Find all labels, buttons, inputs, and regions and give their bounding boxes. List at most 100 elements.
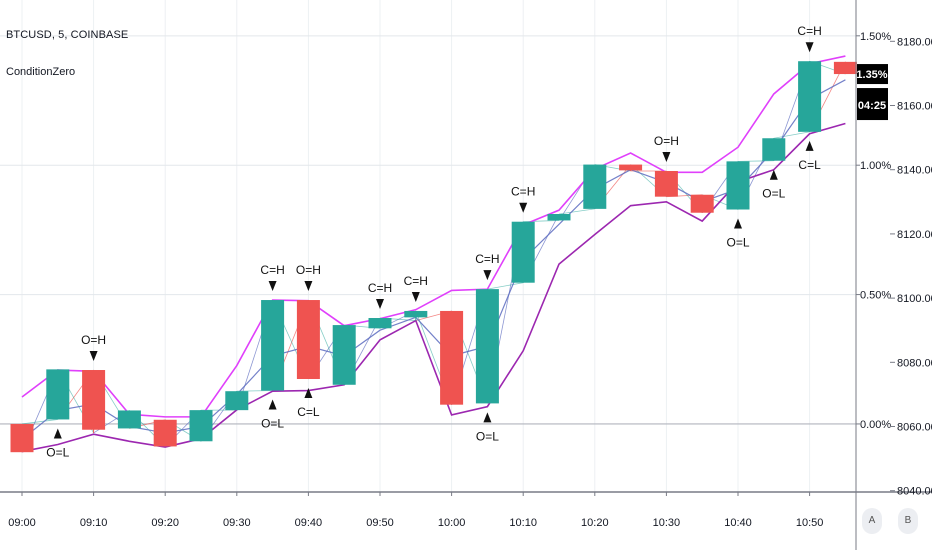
annotation-arrow-up [268,399,277,410]
annotation-label: O=H [654,134,679,148]
candle-down [10,423,34,453]
connector-line [773,131,810,139]
price-tick-label: 8040.00 [897,486,932,498]
annotation-arrow-down [89,351,98,362]
price-tick-label: 8180.00 [897,36,932,48]
annotation-label: C=H [404,274,428,288]
candle-up [261,300,285,391]
x-tick-label: 09:00 [8,517,36,529]
annotation-arrow-up [53,428,62,439]
annotation-arrow-up [304,388,313,399]
candles [10,61,857,453]
annotation-label: O=L [726,236,749,250]
pct-tick-label: 0.00% [860,419,891,431]
candle-up [475,289,499,404]
candle-up [762,138,786,161]
last-value-label: 1.35% [856,69,887,81]
candle-up [726,161,750,210]
annotation-label: C=H [511,185,535,199]
candle-down [654,170,678,197]
price-tick-label: 8060.00 [897,422,932,434]
x-tick-label: 10:40 [724,517,752,529]
annotation-label: C=H [368,281,392,295]
x-tick-label: 09:10 [80,517,108,529]
annotation-label: C=L [798,158,821,172]
auto-scale-button[interactable]: A [862,508,882,534]
x-tick-label: 10:10 [509,517,537,529]
x-tick-label: 09:40 [295,517,323,529]
candle-up [46,369,70,420]
price-tick-label: 8080.00 [897,357,932,369]
annotation-arrow-down [304,281,313,292]
candle-up [511,221,535,283]
annotation-label: O=L [46,445,69,459]
candle-up [798,61,822,132]
candle-down [153,419,177,447]
candle-down [619,164,643,171]
x-tick-label: 10:30 [653,517,681,529]
x-tick-label: 09:50 [366,517,394,529]
last-value-box [857,64,888,85]
countdown-box [857,88,888,121]
annotation-label: O=L [762,187,785,201]
symbol-label[interactable]: BTCUSD, 5, COINBASE [6,29,129,41]
candle-down [440,310,464,405]
annotation-label: O=H [81,333,106,347]
x-tick-label: 09:20 [151,517,179,529]
price-tick-label: 8140.00 [897,165,932,177]
connector-line [523,220,560,223]
annotation-arrow-down [662,151,671,162]
candle-up [189,410,213,442]
annotation-label: O=L [261,417,284,431]
candle-down [690,194,714,213]
price-tick-label: 8100.00 [897,293,932,305]
annotation-arrow-down [376,299,384,310]
annotation-label: C=H [797,24,821,38]
candle-down [82,370,106,430]
mid-line [21,79,846,440]
annotation-label: O=L [476,429,499,443]
connector-line [236,390,273,392]
candle-up [332,325,356,385]
band-lines [21,55,846,453]
connector-line [558,208,595,215]
x-tick-label: 09:30 [223,517,251,529]
price-tick-label: 8120.00 [897,229,932,241]
candle-down [833,61,857,75]
countdown-label: 04:25 [858,100,886,112]
annotation-arrow-up [734,218,742,229]
candle-up [583,164,607,209]
annotation-arrow-up [805,140,814,151]
candle-up [117,410,141,429]
candle-up [404,310,428,318]
annotation-arrow-down [805,42,814,53]
annotation-arrow-down [519,202,528,213]
annotation-label: C=L [297,405,320,419]
connector-line [487,282,524,290]
candle-up [547,214,571,221]
annotation-arrow-down [483,270,492,281]
lower-band-line [21,122,846,453]
connector-line [21,419,58,425]
candle-annotations: O=L O=H C=H O=L O=H C=L C=H C=H C=H O=L C=H O=H O=L O… [46,24,821,459]
annotation-arrow-down [268,281,277,292]
candle-up [368,318,392,329]
annotation-label: O=H [296,263,321,277]
x-tick-label: 10:20 [581,517,609,529]
candle-up [225,391,249,411]
pct-tick-label: 1.50% [860,31,891,43]
connector-line [737,160,774,162]
annotation-arrow-up [483,412,492,423]
log-scale-button[interactable]: B [898,508,918,534]
x-tick-label: 10:50 [796,517,824,529]
price-tick-label: 8160.00 [897,101,932,113]
candle-connector-lines [21,60,846,453]
pct-tick-label: 0.50% [860,290,891,302]
pct-tick-label: 1.00% [860,160,891,172]
x-tick-label: 10:00 [438,517,466,529]
indicator-label[interactable]: ConditionZero [6,66,76,78]
annotation-arrow-down [411,291,420,302]
